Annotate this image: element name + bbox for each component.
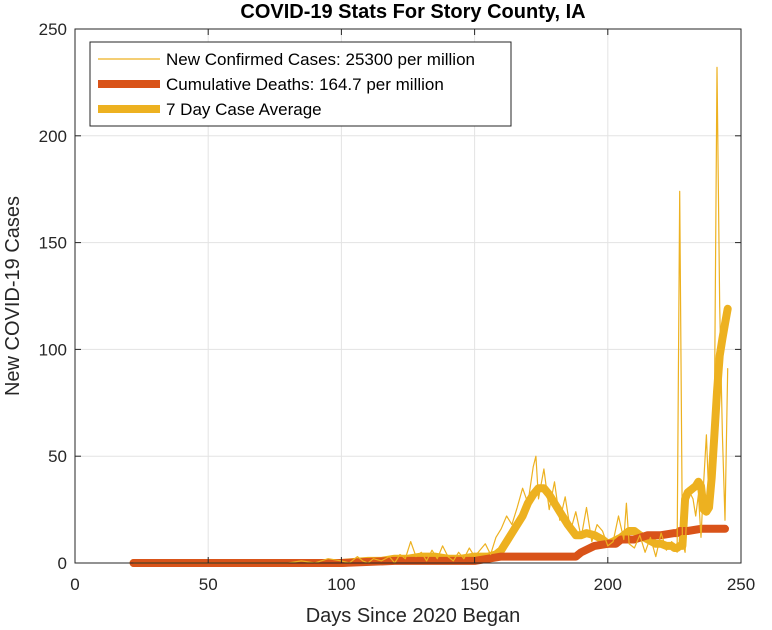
legend-label: Cumulative Deaths: 164.7 per million: [166, 75, 444, 94]
x-tick-label: 200: [594, 575, 622, 594]
y-tick-label: 250: [39, 20, 67, 39]
legend-box: [89, 41, 512, 127]
series-layer: [129, 66, 732, 567]
x-tick-label: 0: [70, 575, 79, 594]
y-tick-label: 0: [58, 554, 67, 573]
axes-box: [74, 28, 742, 564]
tick-labels: 0 50 100 150 200 250 0 50 100 150 200 250: [39, 20, 756, 594]
legend-label: 7 Day Case Average: [166, 100, 322, 119]
y-axis-label: New COVID-19 Cases: [2, 196, 24, 396]
x-tick-label: 150: [460, 575, 488, 594]
series-line-2: [129, 524, 729, 567]
y-tick-label: 50: [48, 447, 67, 466]
series-line-1: [133, 66, 729, 564]
x-tick-label: 250: [727, 575, 755, 594]
y-tick-label: 150: [39, 234, 67, 253]
x-tick-label: 100: [327, 575, 355, 594]
x-tick-label: 50: [199, 575, 218, 594]
legend: New Confirmed Cases: 25300 per million Cu…: [89, 41, 512, 127]
x-axis-label: Days Since 2020 Began: [306, 605, 521, 627]
y-tick-label: 200: [39, 127, 67, 146]
chart-title: COVID-19 Stats For Story County, IA: [240, 1, 585, 23]
axes: [74, 28, 742, 564]
legend-label: New Confirmed Cases: 25300 per million: [166, 50, 475, 69]
y-tick-label: 100: [39, 340, 67, 359]
gridlines: [75, 29, 741, 563]
